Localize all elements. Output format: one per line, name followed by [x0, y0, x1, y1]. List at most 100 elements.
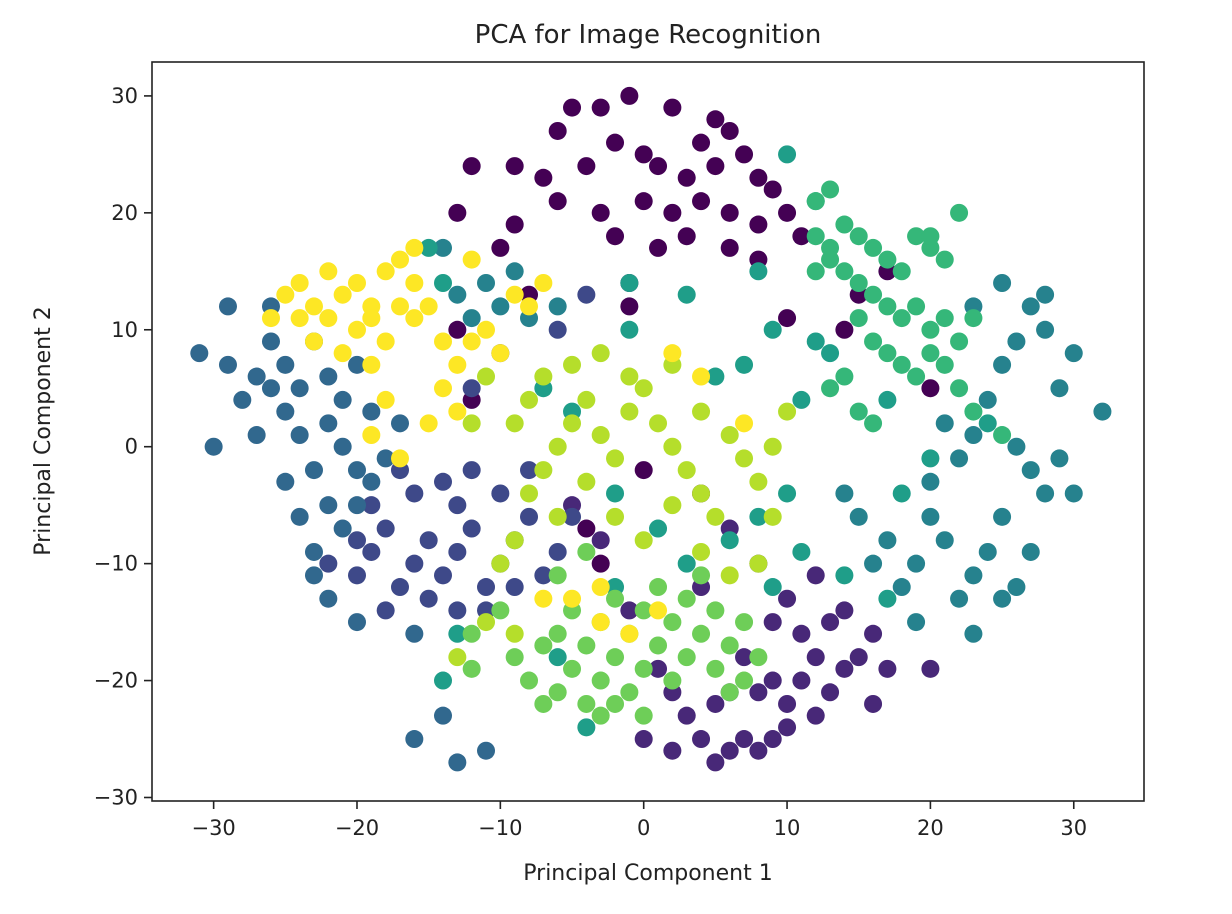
- data-point-series-8: [534, 461, 553, 480]
- data-point-series-0: [749, 215, 768, 234]
- data-point-series-3: [247, 426, 266, 445]
- data-point-series-4: [1007, 332, 1026, 351]
- data-point-series-3: [391, 414, 409, 433]
- data-point-series-8: [548, 507, 567, 526]
- data-point-series-9: [505, 285, 524, 304]
- data-point-series-6: [878, 297, 897, 316]
- data-point-series-9: [405, 238, 424, 257]
- data-point-series-3: [218, 297, 237, 316]
- data-point-series-5: [778, 145, 797, 164]
- data-point-series-2: [376, 519, 395, 538]
- x-tick-label: −20: [335, 816, 379, 840]
- data-point-series-1: [763, 671, 782, 690]
- data-point-series-3: [319, 496, 338, 515]
- data-point-series-8: [448, 648, 467, 667]
- data-point-series-8: [663, 496, 682, 515]
- data-point-series-0: [634, 145, 653, 164]
- data-point-series-9: [347, 320, 366, 339]
- data-point-series-4: [1064, 484, 1083, 503]
- data-point-series-3: [319, 414, 338, 433]
- data-point-series-6: [864, 332, 883, 351]
- data-point-series-8: [634, 379, 653, 398]
- data-point-series-3: [362, 472, 381, 491]
- data-point-series-0: [620, 297, 639, 316]
- data-point-series-7: [548, 624, 567, 643]
- data-point-series-0: [448, 320, 467, 339]
- data-point-series-4: [864, 554, 883, 573]
- data-point-series-4: [1050, 379, 1069, 398]
- data-point-series-2: [505, 578, 524, 597]
- data-point-series-7: [606, 589, 625, 608]
- data-point-series-0: [491, 238, 510, 257]
- data-point-series-8: [606, 449, 625, 468]
- data-point-series-0: [620, 86, 639, 105]
- data-point-series-8: [634, 531, 653, 550]
- data-point-series-6: [907, 297, 926, 316]
- data-point-series-4: [1007, 437, 1026, 456]
- data-point-series-7: [620, 683, 639, 702]
- data-point-series-8: [577, 472, 596, 491]
- data-point-series-1: [677, 706, 696, 725]
- data-point-series-0: [706, 157, 725, 176]
- data-point-series-4: [921, 472, 940, 491]
- data-point-series-6: [821, 180, 840, 199]
- data-point-series-7: [663, 613, 682, 632]
- data-point-series-9: [419, 414, 438, 433]
- data-point-series-6: [964, 309, 983, 328]
- data-point-series-2: [448, 601, 467, 620]
- data-point-series-7: [706, 659, 725, 678]
- data-point-series-6: [835, 367, 854, 386]
- data-point-series-4: [1021, 461, 1040, 480]
- data-point-series-5: [821, 344, 840, 363]
- data-point-series-0: [720, 121, 739, 140]
- data-point-series-1: [706, 753, 725, 772]
- data-point-series-8: [692, 402, 711, 421]
- data-point-series-0: [548, 192, 567, 211]
- data-point-series-4: [1021, 542, 1040, 561]
- data-point-series-0: [663, 98, 682, 117]
- data-point-series-4: [448, 285, 467, 304]
- data-point-series-8: [763, 437, 782, 456]
- data-point-series-8: [491, 554, 510, 573]
- data-point-series-3: [347, 461, 366, 480]
- data-point-series-2: [534, 566, 553, 585]
- data-point-series-5: [448, 624, 467, 643]
- data-point-series-7: [692, 566, 711, 585]
- data-point-series-1: [878, 659, 897, 678]
- data-point-series-4: [434, 238, 453, 257]
- data-point-series-2: [477, 578, 496, 597]
- data-point-series-8: [563, 355, 582, 374]
- data-point-series-6: [878, 344, 897, 363]
- y-tick-label: 0: [125, 435, 138, 459]
- data-point-series-1: [749, 741, 768, 760]
- data-point-series-7: [749, 648, 768, 667]
- data-point-series-6: [835, 215, 854, 234]
- data-point-series-4: [835, 484, 854, 503]
- data-point-series-2: [491, 484, 510, 503]
- data-point-series-9: [520, 297, 539, 316]
- data-point-series-9: [735, 414, 754, 433]
- data-point-series-8: [763, 507, 782, 526]
- data-point-series-8: [563, 414, 582, 433]
- data-point-series-6: [907, 227, 926, 246]
- data-point-series-7: [462, 659, 481, 678]
- data-point-series-2: [362, 542, 381, 561]
- data-point-series-9: [276, 285, 295, 304]
- data-point-series-4: [964, 426, 983, 445]
- data-point-series-0: [606, 227, 625, 246]
- data-point-series-1: [649, 659, 668, 678]
- data-point-series-0: [591, 554, 610, 573]
- data-point-series-5: [878, 589, 897, 608]
- data-point-series-6: [907, 367, 926, 386]
- data-point-series-3: [204, 437, 223, 456]
- data-point-series-9: [391, 250, 409, 269]
- data-point-series-2: [405, 554, 424, 573]
- data-point-series-4: [921, 507, 940, 526]
- x-tick-label: 30: [1060, 816, 1087, 840]
- y-tick-label: 30: [111, 84, 138, 108]
- data-point-series-7: [692, 624, 711, 643]
- data-point-series-6: [849, 227, 868, 246]
- data-point-series-8: [534, 367, 553, 386]
- data-point-series-7: [534, 694, 553, 713]
- data-point-series-8: [692, 484, 711, 503]
